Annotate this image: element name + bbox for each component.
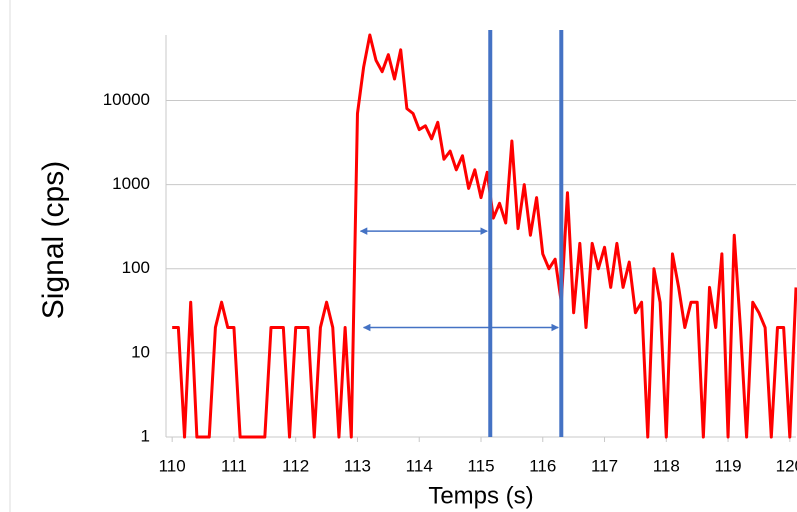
y-tick-label: 1000 [112,174,150,193]
x-tick-label: 115 [467,456,494,475]
y-tick-label: 10 [131,342,150,361]
x-tick-label: 117 [591,456,618,475]
x-tick-label: 116 [529,456,556,475]
y-tick-label: 1 [141,426,150,445]
signal-line [172,33,797,439]
x-axis-label: Temps (s) [428,482,533,509]
x-tick-label: 113 [344,456,371,475]
x-tick-label: 114 [406,456,433,475]
y-axis-label: Signal (cps) [37,161,70,319]
y-tick-label: 10000 [103,90,150,109]
x-tick-label: 111 [221,456,247,475]
x-tick-label: 112 [282,456,309,475]
x-tick-label: 119 [715,456,742,475]
x-tick-label: 110 [159,456,186,475]
x-tick-label: 120 [776,456,797,475]
y-tick-label: 100 [122,258,150,277]
x-tick-label: 118 [653,456,680,475]
